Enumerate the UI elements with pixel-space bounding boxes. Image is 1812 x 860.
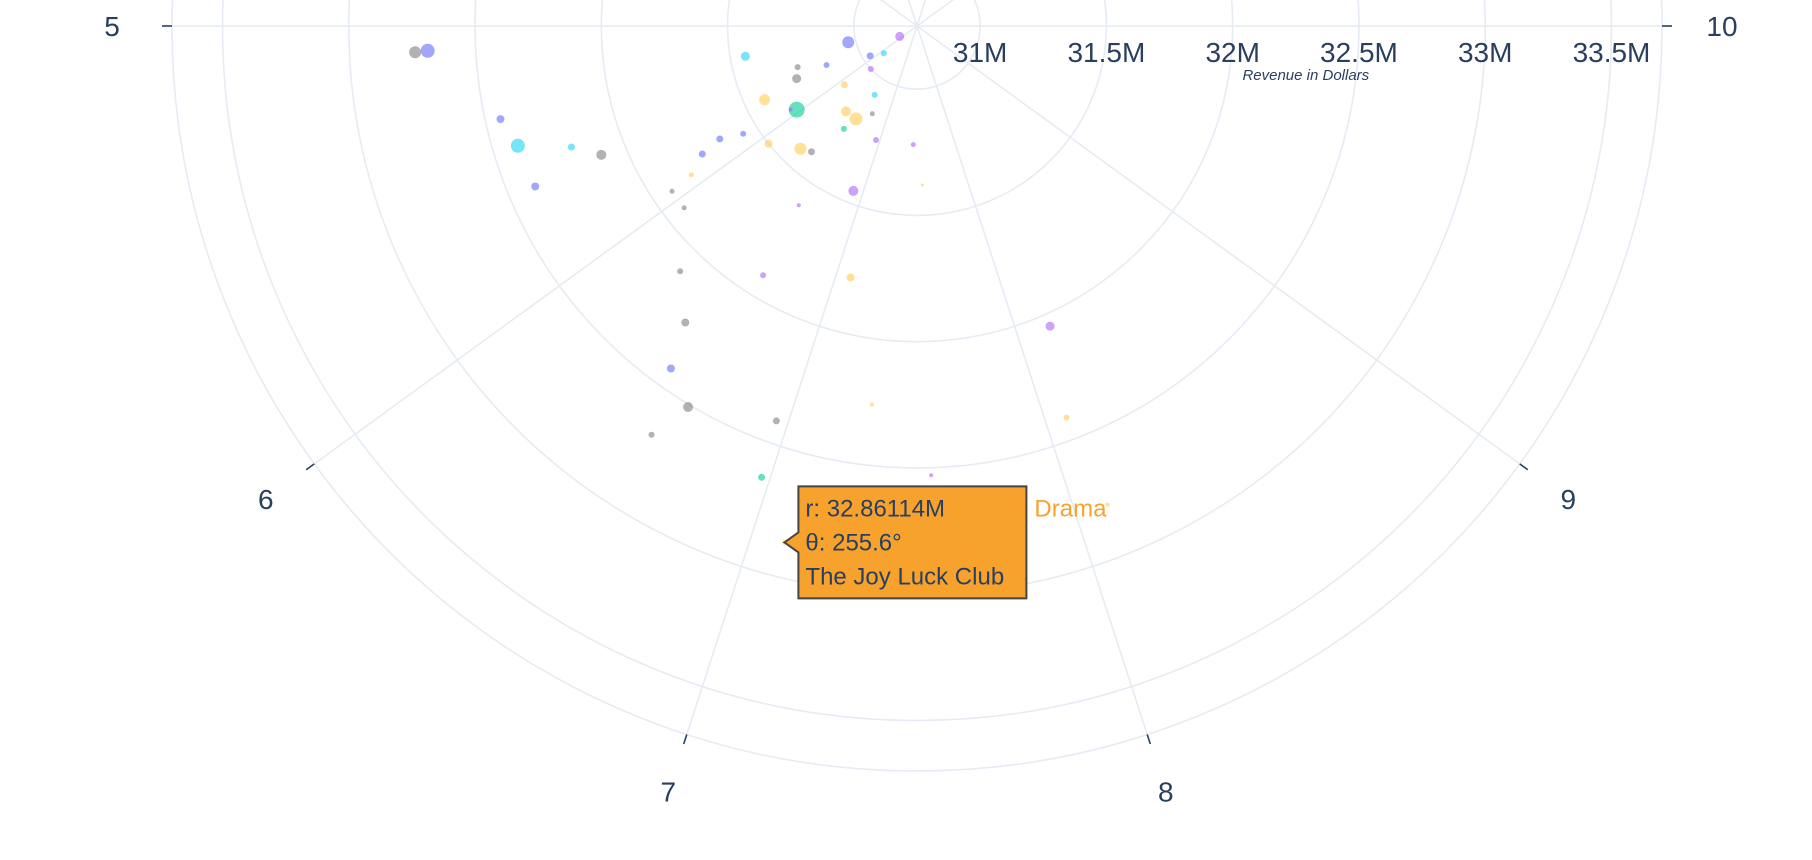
data-point [772, 417, 780, 425]
data-point [794, 64, 801, 71]
angular-tick-label: 10 [1706, 11, 1737, 42]
data-point [681, 318, 690, 327]
data-point [758, 473, 766, 481]
data-point [788, 107, 793, 112]
data-point [920, 183, 924, 187]
data-point [1105, 502, 1110, 507]
grid-spoke [686, 25, 918, 735]
data-point [849, 112, 863, 126]
angular-tick-mark [305, 463, 315, 471]
grid-circle [726, 0, 1108, 217]
data-point [596, 149, 607, 160]
hover-theta-value: θ: 255.6° [805, 529, 901, 556]
radial-tick-label: 31.5M [1067, 37, 1145, 68]
angular-tick-label: 5 [104, 11, 120, 42]
data-point [872, 137, 879, 144]
radial-tick-label: 32M [1205, 37, 1259, 68]
data-point [669, 188, 675, 194]
data-point [716, 135, 724, 143]
angular-tick-label: 7 [660, 777, 676, 808]
data-point [910, 142, 916, 148]
data-point [848, 185, 859, 196]
angular-tick-label: 8 [1158, 777, 1174, 808]
data-point [677, 268, 684, 275]
grid-spoke [907, 0, 918, 27]
data-point [1063, 414, 1070, 421]
data-point [871, 91, 878, 98]
data-point [846, 273, 855, 282]
data-point [496, 115, 505, 124]
data-point [895, 31, 905, 41]
polar-grid [171, 0, 1663, 772]
grid-circle [474, 0, 1360, 469]
data-point [840, 125, 847, 132]
data-point [648, 431, 655, 438]
data-point [759, 94, 771, 106]
data-point [567, 143, 575, 151]
data-point [683, 401, 694, 412]
data-point [929, 473, 934, 478]
data-point [740, 130, 747, 137]
angular-tick-mark [682, 734, 688, 745]
data-point [869, 402, 874, 407]
grid-spoke [916, 0, 955, 27]
data-point [681, 205, 687, 211]
data-point [760, 272, 767, 279]
data-points [409, 31, 1110, 545]
data-point [510, 138, 525, 153]
data-point [698, 150, 706, 158]
hover-point-title: The Joy Luck Club [805, 563, 1004, 590]
radial-tick-label: 31M [953, 37, 1007, 68]
data-point [880, 50, 887, 57]
angular-tick-mark [1519, 463, 1529, 471]
data-point [796, 203, 801, 208]
data-point [420, 43, 435, 58]
grid-spoke [916, 25, 1148, 735]
data-point [740, 51, 750, 61]
angular-tick-label: 9 [1560, 484, 1576, 515]
data-point [531, 182, 540, 191]
data-point [794, 142, 807, 155]
grid-circle [221, 0, 1613, 722]
hover-box [782, 485, 1028, 600]
data-point [840, 81, 848, 89]
hover-r-value: r: 32.86114M [805, 495, 945, 522]
data-point [866, 52, 874, 60]
grid-spoke [916, 0, 927, 27]
radial-axis-title: Revenue in Dollars [1242, 67, 1369, 84]
grid-spoke [313, 25, 918, 465]
data-point [869, 111, 875, 117]
radial-tick-label: 32.5M [1320, 37, 1398, 68]
data-point [788, 101, 805, 118]
grid-spoke [916, 25, 1521, 465]
radial-tick-label: 33M [1458, 37, 1512, 68]
data-point [841, 106, 852, 117]
grid-spoke [879, 0, 918, 27]
data-point [842, 36, 855, 49]
angular-ticks: 5 6 7 8 9 10 [104, 11, 1737, 808]
data-point [823, 61, 830, 68]
angular-tick-label: 6 [258, 484, 274, 515]
angular-tick-mark [1146, 734, 1152, 745]
data-point [409, 46, 422, 59]
data-point [792, 74, 802, 84]
data-point [688, 172, 694, 178]
data-point [1045, 321, 1055, 331]
hover-series-name: Drama [1034, 495, 1107, 522]
hover-tooltip: r: 32.86114M θ: 255.6° The Joy Luck Club… [782, 485, 1107, 600]
radial-axis: 31M 31.5M 32M 32.5M 33M 33.5M [953, 37, 1651, 68]
data-point [764, 139, 773, 148]
radial-tick-label: 33.5M [1573, 37, 1651, 68]
data-point [867, 66, 874, 73]
data-point [807, 148, 815, 156]
data-point [666, 364, 675, 373]
grid-outer-circle [171, 0, 1663, 772]
